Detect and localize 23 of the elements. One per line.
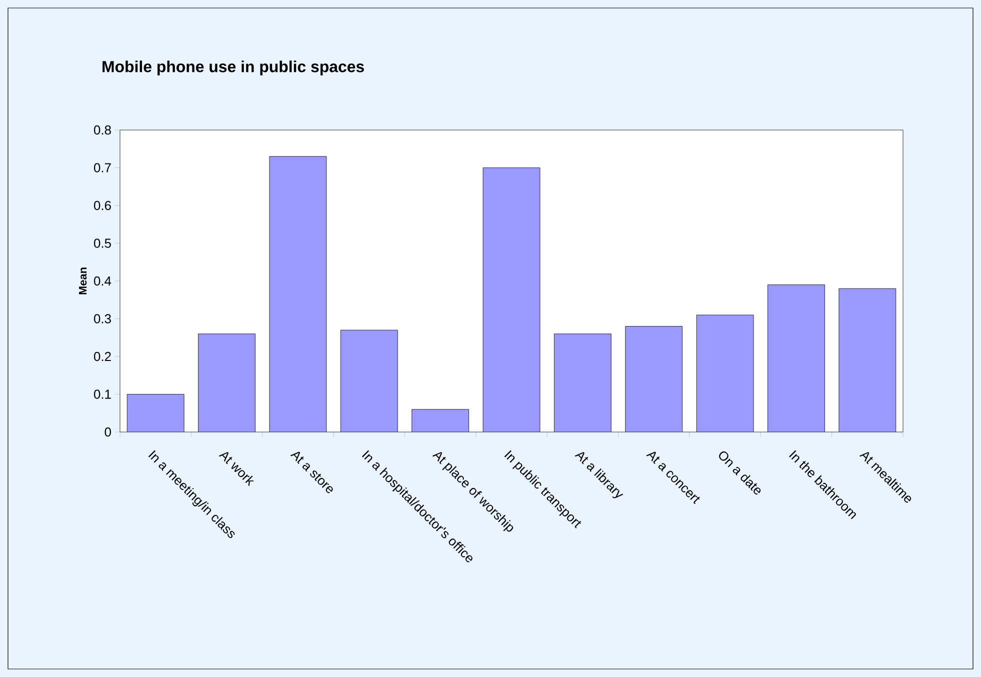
y-tick-label: 0.2 — [94, 352, 111, 362]
bar — [838, 288, 896, 432]
y-tick-label: 0.8 — [94, 125, 111, 135]
bar — [483, 168, 540, 432]
bar — [696, 314, 754, 432]
bar — [625, 326, 682, 432]
chart-title: Mobile phone use in public spaces — [102, 60, 364, 76]
y-tick-label: 0 — [104, 427, 111, 437]
y-tick-label: 0.7 — [94, 163, 111, 172]
bar — [269, 156, 326, 432]
bar — [554, 334, 612, 432]
bar — [768, 284, 825, 432]
bar — [340, 330, 398, 432]
x-tick-label: On a date — [719, 451, 761, 495]
bar — [127, 394, 184, 432]
bar — [412, 409, 469, 432]
y-tick-label: 0.1 — [94, 390, 111, 399]
y-tick-label: 0.5 — [94, 238, 111, 248]
bar — [198, 334, 256, 432]
y-tick-label: 0.6 — [94, 200, 111, 210]
y-tick-label: 0.3 — [94, 314, 111, 324]
y-tick-label: 0.4 — [94, 276, 112, 286]
y-axis-title: Mean — [79, 268, 87, 294]
